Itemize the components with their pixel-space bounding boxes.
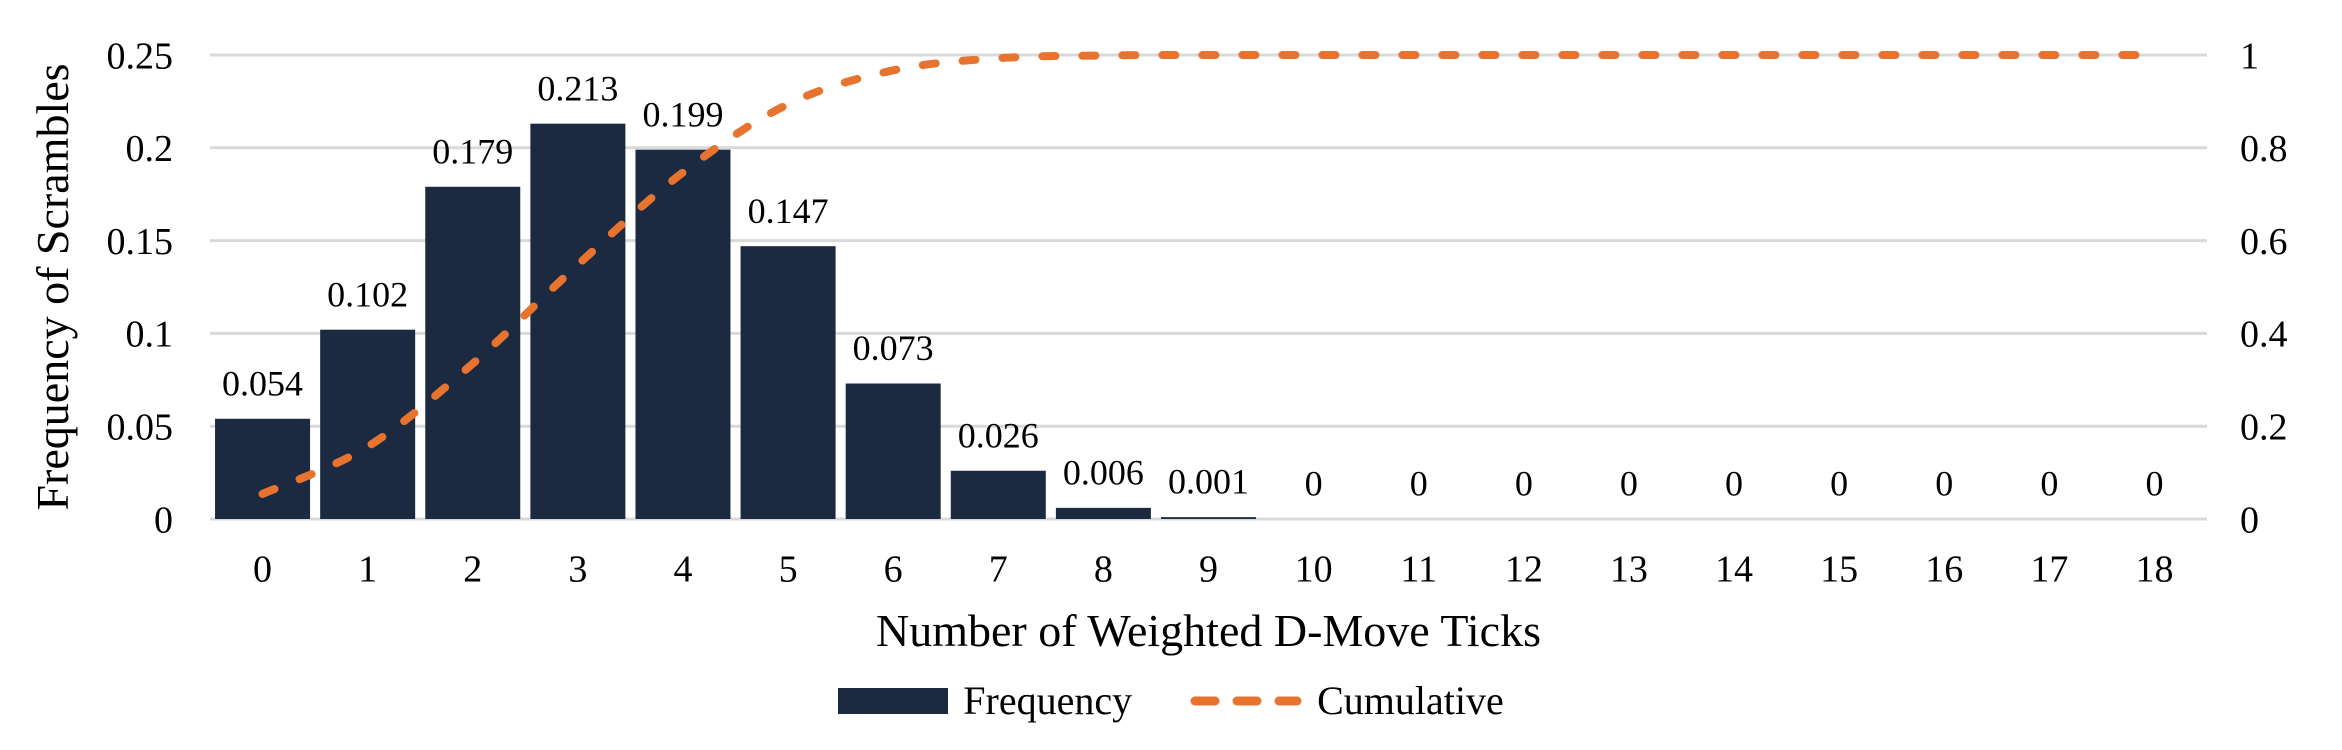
left-axis-tick-label: 0.25 bbox=[107, 35, 174, 77]
bar-5 bbox=[740, 246, 836, 519]
bar-value-label: 0.213 bbox=[537, 68, 618, 108]
bar-4 bbox=[635, 149, 731, 519]
x-axis-tick-label: 14 bbox=[1715, 548, 1753, 590]
right-axis-tick-label: 0 bbox=[2240, 499, 2259, 541]
legend-frequency-label: Frequency bbox=[963, 678, 1133, 723]
x-axis-tick-label: 11 bbox=[1400, 548, 1437, 590]
right-axis-tick-label: 0.8 bbox=[2240, 128, 2288, 170]
bar-2 bbox=[425, 186, 521, 519]
x-axis-tick-label: 0 bbox=[253, 548, 272, 590]
legend: Frequency Cumulative bbox=[0, 681, 2342, 721]
left-axis-tick-label: 0.2 bbox=[126, 128, 174, 170]
bar-value-label: 0 bbox=[1620, 464, 1638, 504]
bar-8 bbox=[1055, 507, 1151, 519]
bar-value-label: 0 bbox=[1410, 464, 1428, 504]
bar-value-label: 0.054 bbox=[222, 363, 303, 403]
left-axis-tick-label: 0.1 bbox=[126, 314, 174, 356]
x-axis-tick-label: 18 bbox=[2135, 548, 2173, 590]
bar-value-label: 0.147 bbox=[748, 191, 829, 231]
x-axis-tick-label: 13 bbox=[1610, 548, 1648, 590]
bar-7 bbox=[950, 470, 1046, 519]
bar-value-label: 0.026 bbox=[958, 415, 1039, 455]
x-axis-tick-label: 15 bbox=[1820, 548, 1858, 590]
bar-0 bbox=[215, 418, 311, 519]
x-axis-tick-label: 6 bbox=[884, 548, 903, 590]
x-axis-tick-label: 8 bbox=[1094, 548, 1113, 590]
bar-value-label: 0.006 bbox=[1063, 452, 1144, 492]
right-axis-tick-label: 1 bbox=[2240, 35, 2259, 77]
x-axis-tick-label: 1 bbox=[358, 548, 377, 590]
bar-value-label: 0 bbox=[1725, 464, 1743, 504]
x-axis-title: Number of Weighted D-Move Ticks bbox=[876, 605, 1541, 656]
x-axis-tick-label: 3 bbox=[568, 548, 587, 590]
bar-value-label: 0.179 bbox=[432, 131, 513, 171]
bar-1 bbox=[320, 329, 416, 519]
bar-value-label: 0 bbox=[1935, 464, 1953, 504]
cumulative-line bbox=[258, 50, 2159, 498]
bar-value-label: 0.102 bbox=[327, 274, 408, 314]
bar-value-label: 0 bbox=[2040, 464, 2058, 504]
bar-9 bbox=[1161, 517, 1256, 519]
cumulative-dashed-line-swatch-icon bbox=[1190, 696, 1302, 706]
bar-value-label: 0.001 bbox=[1168, 462, 1249, 502]
bar-value-label: 0 bbox=[1830, 464, 1848, 504]
x-axis-tick-label: 2 bbox=[463, 548, 482, 590]
bar-value-label: 0.073 bbox=[853, 328, 934, 368]
x-axis-tick-label: 4 bbox=[673, 548, 692, 590]
left-axis-tick-label: 0.05 bbox=[107, 407, 174, 449]
x-axis-tick-label: 16 bbox=[1925, 548, 1963, 590]
bar-value-label: 0 bbox=[2145, 464, 2163, 504]
legend-item-frequency: Frequency bbox=[838, 681, 1132, 721]
right-axis-tick-label: 0.6 bbox=[2240, 221, 2288, 263]
bar-3 bbox=[530, 123, 626, 519]
bar-6 bbox=[845, 383, 941, 519]
bar-value-label: 0 bbox=[1515, 464, 1533, 504]
x-axis-tick-label: 12 bbox=[1505, 548, 1543, 590]
legend-cumulative-label: Cumulative bbox=[1317, 678, 1504, 723]
x-axis-tick-label: 17 bbox=[2030, 548, 2068, 590]
x-axis-tick-label: 5 bbox=[779, 548, 798, 590]
right-axis-tick-label: 0.4 bbox=[2240, 314, 2288, 356]
left-axis-tick-label: 0 bbox=[154, 499, 173, 541]
x-axis-tick-label: 7 bbox=[989, 548, 1008, 590]
bar-value-label: 0 bbox=[1305, 464, 1323, 504]
frequency-bar-swatch-icon bbox=[838, 688, 949, 714]
legend-item-cumulative: Cumulative bbox=[1190, 681, 1504, 721]
x-axis-tick-label: 9 bbox=[1199, 548, 1218, 590]
right-axis-tick-label: 0.2 bbox=[2240, 407, 2288, 449]
x-axis-tick-label: 10 bbox=[1295, 548, 1333, 590]
bar-value-label: 0.199 bbox=[642, 94, 723, 134]
left-axis-tick-label: 0.15 bbox=[107, 221, 174, 263]
